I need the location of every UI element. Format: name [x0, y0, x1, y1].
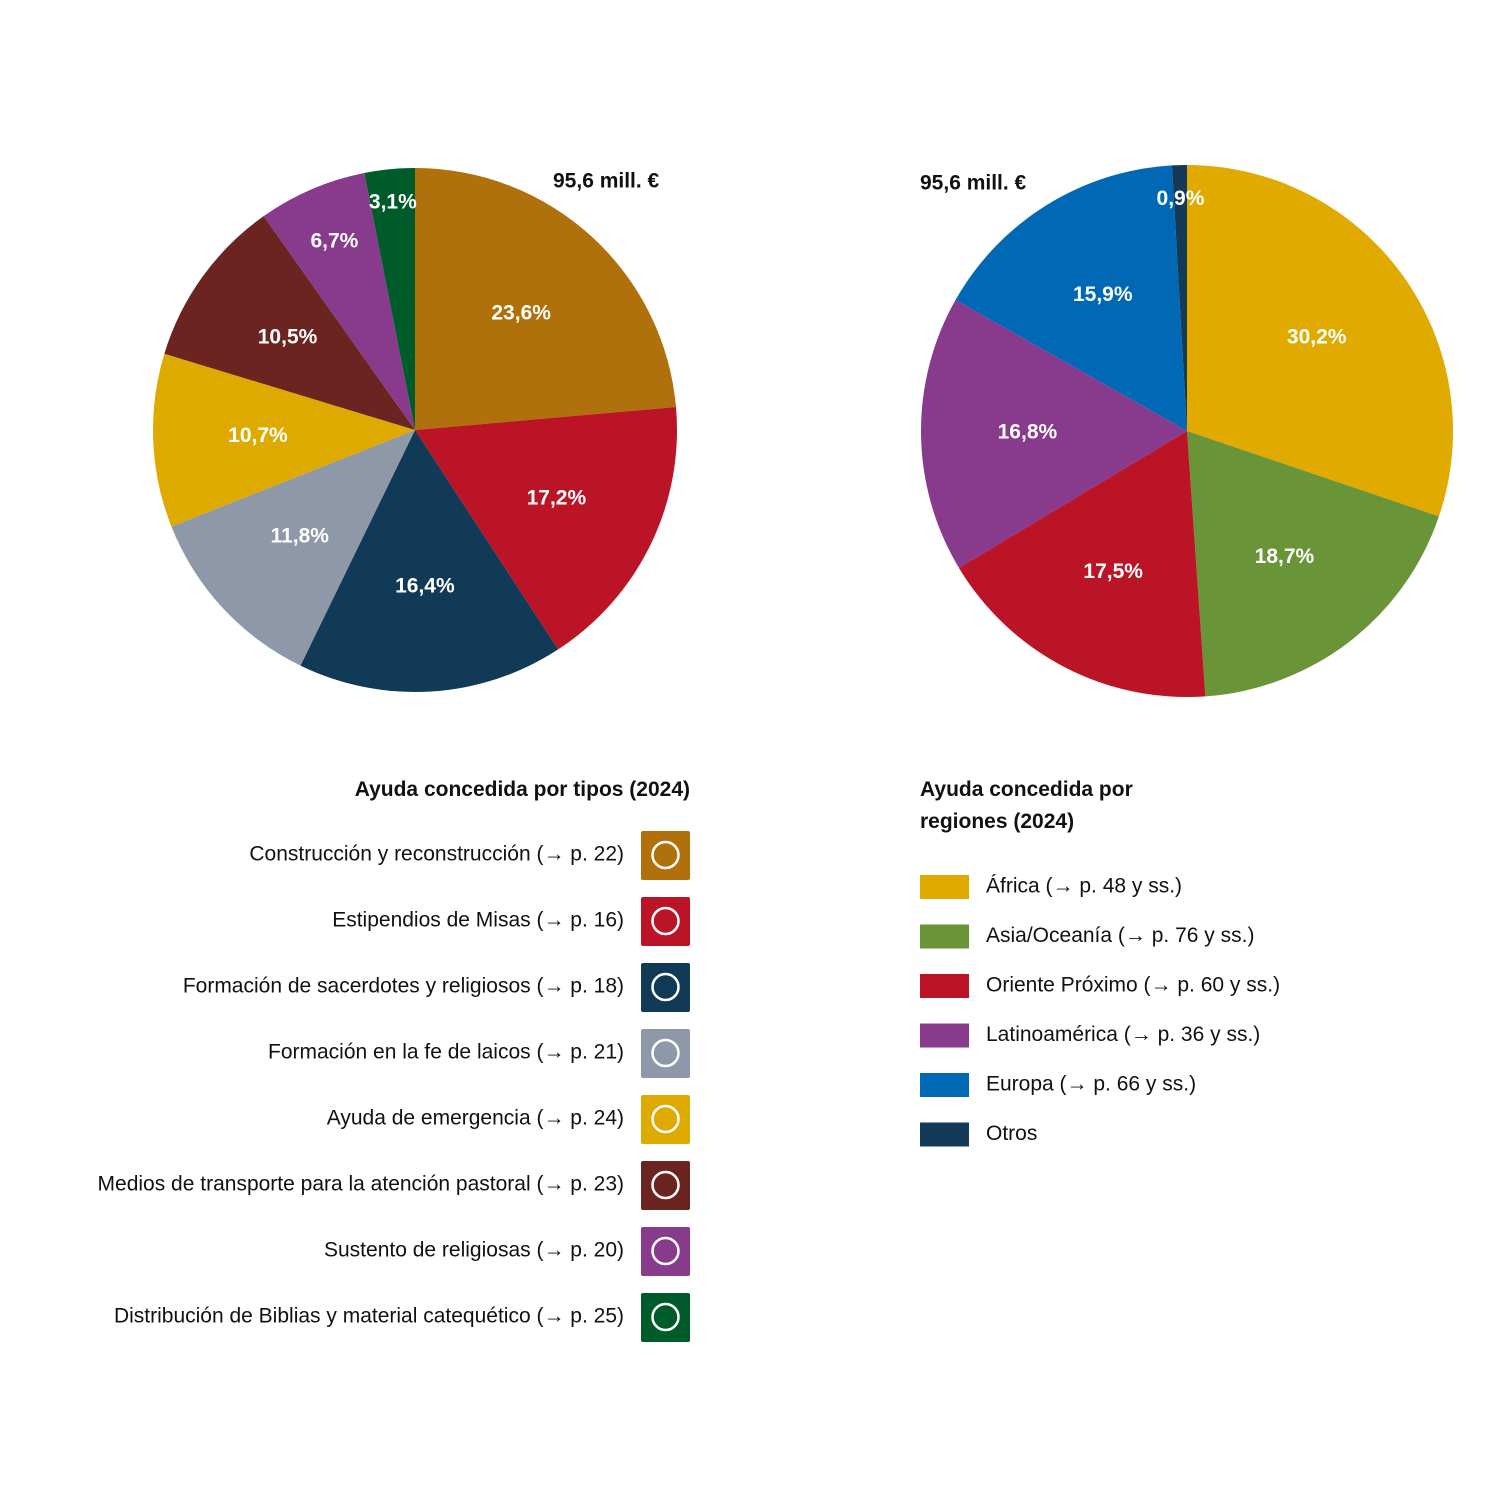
- legend-label: Construcción y reconstrucción (→ p. 22): [249, 843, 624, 866]
- legend-swatch: [920, 875, 969, 899]
- legend-swatch: [920, 974, 969, 998]
- legend-icon-glyph: [651, 1038, 680, 1068]
- legend-icon: [641, 1161, 690, 1210]
- pie-slice: [263, 172, 415, 430]
- pie-slice: [1187, 165, 1453, 517]
- legend-icon-glyph: [651, 906, 680, 936]
- pie-slice: [171, 430, 415, 666]
- value-label: 11,8%: [271, 524, 330, 547]
- legend-icon-glyph: [651, 1170, 680, 1200]
- legend-icon: [641, 831, 690, 880]
- pie-slice: [958, 431, 1206, 697]
- legend-icon: [641, 963, 690, 1012]
- pie-slice: [1171, 165, 1187, 431]
- legend-icon-glyph: [651, 1236, 680, 1266]
- legend-label: Distribución de Biblias y material cateq…: [114, 1305, 624, 1328]
- legend-label: Sustento de religiosas (→ p. 20): [324, 1239, 624, 1262]
- value-label: 30,2%: [1287, 326, 1347, 349]
- legend-label: Europa (→ p. 66 y ss.): [986, 1073, 1196, 1096]
- legend-label: Otros: [986, 1122, 1037, 1145]
- total-annotation: 95,6 mill. €: [920, 172, 1027, 195]
- legend-icon-glyph: [651, 1302, 680, 1332]
- value-label: 15,9%: [1073, 283, 1133, 306]
- value-label: 3,1%: [369, 191, 417, 214]
- pie-slice: [415, 168, 676, 430]
- legend-label: Oriente Próximo (→ p. 60 y ss.): [986, 974, 1280, 997]
- chart-title: Ayuda concedida por tipos (2024): [354, 778, 690, 801]
- legend-icon-glyph: [651, 1104, 680, 1134]
- legend-icon: [641, 1095, 690, 1144]
- legend-label: Ayuda de emergencia (→ p. 24): [327, 1107, 624, 1130]
- legend-icon-glyph: [651, 840, 680, 870]
- value-label: 18,7%: [1255, 545, 1315, 568]
- value-label: 17,5%: [1083, 560, 1143, 583]
- value-label: 17,2%: [527, 486, 587, 509]
- legend-icon: [641, 1293, 690, 1342]
- value-label: 16,8%: [998, 421, 1058, 444]
- value-label: 10,5%: [258, 326, 318, 349]
- legend-icon-glyph: [651, 972, 680, 1002]
- legend-icon: [641, 1227, 690, 1276]
- pie-slice: [300, 430, 559, 692]
- pie-slice: [153, 353, 415, 527]
- pie-slice: [1187, 431, 1439, 697]
- legend-label: África (→ p. 48 y ss.): [986, 875, 1182, 898]
- pie-slice: [921, 299, 1187, 568]
- value-label: 16,4%: [395, 574, 455, 597]
- legend-label: Latinoamérica (→ p. 36 y ss.): [986, 1023, 1260, 1046]
- legend-swatch: [920, 1122, 969, 1147]
- legend-swatch: [920, 1073, 969, 1097]
- legend-icon: [641, 897, 690, 946]
- pie-slice: [164, 216, 415, 430]
- value-label: 0,9%: [1157, 187, 1205, 210]
- legend-label: Estipendios de Misas (→ p. 16): [332, 909, 624, 932]
- legend-swatch: [920, 924, 969, 949]
- pie-slice: [955, 165, 1187, 432]
- legend-label: Formación en la fe de laicos (→ p. 21): [268, 1041, 624, 1064]
- value-label: 23,6%: [491, 302, 551, 325]
- pie-slice: [415, 406, 677, 650]
- legend-icon: [641, 1029, 690, 1078]
- legend-swatch: [920, 1023, 969, 1048]
- value-label: 6,7%: [310, 230, 358, 253]
- total-annotation: 95,6 mill. €: [553, 170, 660, 193]
- legend-label: Asia/Oceanía (→ p. 76 y ss.): [986, 924, 1254, 947]
- legend-label: Medios de transporte para la atención pa…: [98, 1173, 624, 1196]
- chart-title: Ayuda concedida por regiones (2024): [920, 778, 1133, 833]
- pie-slice: [364, 168, 415, 430]
- value-label: 10,7%: [228, 424, 288, 447]
- legend-label: Formación de sacerdotes y religiosos (→ …: [183, 975, 624, 998]
